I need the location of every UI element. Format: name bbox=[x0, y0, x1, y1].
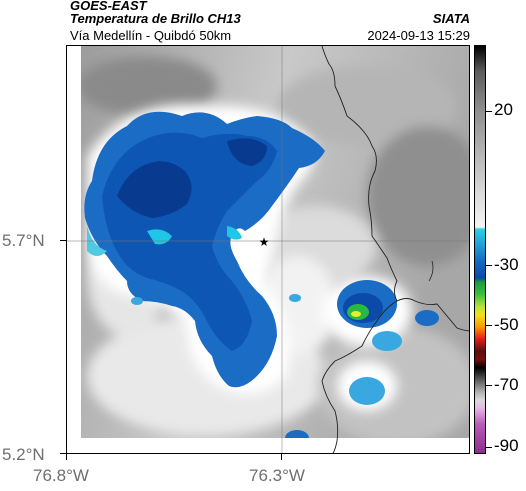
title-source: GOES-EAST bbox=[70, 0, 147, 13]
colorbar-label-minus90: -90 bbox=[494, 436, 519, 455]
cold-cloud-core bbox=[117, 161, 192, 218]
colorbar-tick bbox=[486, 385, 492, 386]
admin-boundary-3 bbox=[428, 260, 434, 282]
title-org: SIATA bbox=[432, 11, 470, 26]
tick-lat-2 bbox=[60, 453, 66, 454]
title-product: Temperatura de Brillo CH13 bbox=[70, 11, 241, 26]
lon-label-east: 76.3°W bbox=[249, 466, 305, 485]
tick-lon bbox=[66, 454, 67, 460]
colorbar-tick bbox=[486, 447, 492, 448]
subtitle-datetime: 2024-09-13 15:29 bbox=[367, 28, 470, 43]
colorbar-tick bbox=[486, 111, 492, 112]
admin-boundary-2 bbox=[321, 300, 398, 453]
colorbar bbox=[474, 45, 486, 454]
satellite-map: ★ bbox=[66, 45, 470, 454]
colorbar-tick bbox=[486, 325, 492, 326]
lat-label-south: 5.2°N bbox=[2, 445, 45, 464]
no-data-strip bbox=[67, 438, 469, 453]
cloud-edge-cyan-2 bbox=[227, 226, 242, 240]
map-layer: ★ bbox=[67, 46, 469, 453]
cold-cloud-core-2 bbox=[227, 138, 267, 166]
admin-boundary bbox=[321, 46, 469, 332]
location-marker: ★ bbox=[259, 235, 270, 249]
cloud-edge-cyan-3 bbox=[87, 226, 107, 256]
no-data-left bbox=[67, 46, 81, 453]
tick-lon-2 bbox=[281, 454, 282, 460]
colorbar-label-minus70: -70 bbox=[494, 375, 519, 394]
colorbar-label-minus50: -50 bbox=[494, 315, 519, 334]
colorbar-label-minus30: -30 bbox=[494, 255, 519, 274]
lon-label-west: 76.8°W bbox=[33, 466, 89, 485]
subtitle-region: Vía Medellín - Quibdó 50km bbox=[70, 28, 232, 43]
cloud-edge-cyan bbox=[147, 229, 172, 245]
cold-cloud-mass bbox=[84, 111, 325, 388]
tick-lat bbox=[60, 240, 66, 241]
colorbar-label-20: 20 bbox=[494, 100, 513, 119]
lat-label-north: 5.7°N bbox=[2, 231, 45, 250]
colorbar-tick bbox=[486, 265, 492, 266]
